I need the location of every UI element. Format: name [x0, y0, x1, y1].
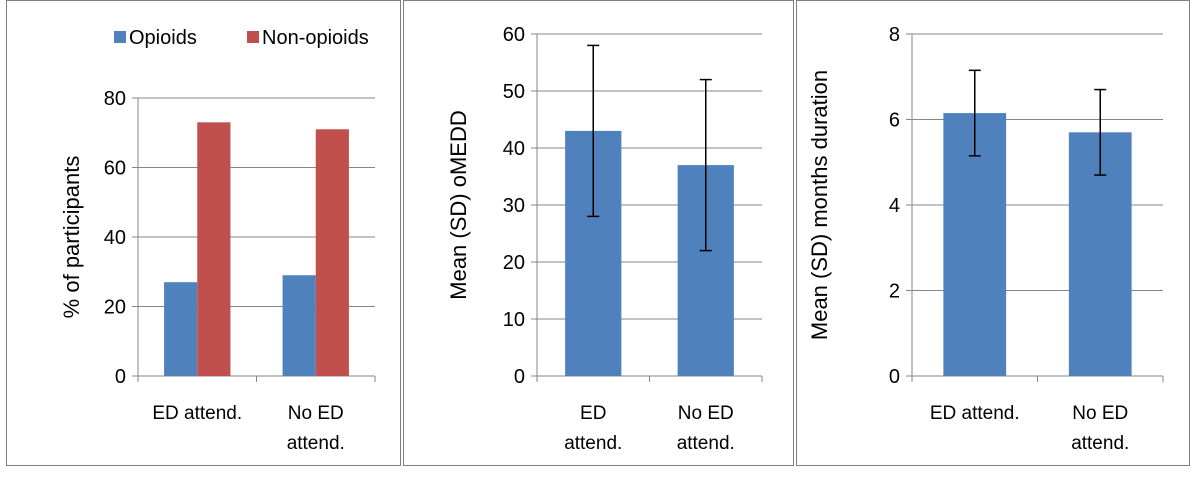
- x-tick-label: ED attend.: [152, 403, 242, 424]
- bar: [164, 282, 198, 376]
- legend-label: Non-opioids: [262, 27, 369, 49]
- y-tick-label: 0: [115, 366, 126, 388]
- x-tick-label: attend.: [677, 433, 735, 454]
- x-tick-label: No ED: [1072, 403, 1128, 424]
- y-axis-label: % of participants: [59, 156, 84, 319]
- bar: [943, 113, 1007, 377]
- y-tick-label: 80: [104, 88, 126, 110]
- x-tick-label: attend.: [1071, 433, 1129, 454]
- chart-omedd: 0 10 20 30 40 50 60 ED attend. No ED attend. Mean (…: [446, 24, 763, 454]
- y-tick-label: 0: [514, 366, 525, 388]
- y-tick-label: 2: [889, 281, 900, 303]
- y-tick-label: 40: [503, 138, 525, 160]
- y-tick-label: 60: [503, 24, 525, 46]
- x-tick-label: No ED: [678, 403, 734, 424]
- panel-drug-type: 0 20 40 60 80 ED attend. No ED attend. % of part…: [6, 0, 401, 466]
- x-tick-label: attend.: [287, 433, 345, 454]
- y-tick-label: 30: [503, 195, 525, 217]
- y-axis-label: Mean (SD) oMEDD: [446, 110, 471, 299]
- y-tick-label: 50: [503, 81, 525, 103]
- y-axis-label: Mean (SD) months duration: [807, 70, 832, 340]
- y-tick-label: 6: [889, 110, 900, 132]
- bar: [282, 275, 316, 376]
- x-tick-label: attend.: [564, 433, 622, 454]
- bar: [197, 122, 231, 376]
- y-tick-label: 0: [889, 366, 900, 388]
- y-tick-label: 8: [889, 24, 900, 46]
- bar: [315, 129, 349, 376]
- y-tick-label: 4: [889, 195, 900, 217]
- y-tick-label: 20: [503, 252, 525, 274]
- chart-duration: 0 2 4 6 8 ED attend. No ED attend. Mean (SD) mon…: [807, 24, 1164, 454]
- panel-omedd: 0 10 20 30 40 50 60 ED attend. No ED attend. Mean (…: [403, 0, 794, 466]
- legend-label: Opioids: [129, 27, 197, 49]
- y-tick-label: 60: [104, 158, 126, 180]
- y-tick-label: 10: [503, 309, 525, 331]
- legend-swatch: [114, 31, 126, 43]
- panel-duration: 0 2 4 6 8 ED attend. No ED attend. Mean (SD) mon…: [796, 0, 1190, 466]
- x-tick-label: ED attend.: [930, 403, 1020, 424]
- legend-swatch: [247, 31, 259, 43]
- x-tick-label: No ED: [288, 403, 344, 424]
- y-tick-label: 20: [104, 297, 126, 319]
- y-tick-label: 40: [104, 227, 126, 249]
- chart-drug-type: 0 20 40 60 80 ED attend. No ED attend. % of part…: [59, 27, 376, 454]
- x-tick-label: ED: [580, 403, 606, 424]
